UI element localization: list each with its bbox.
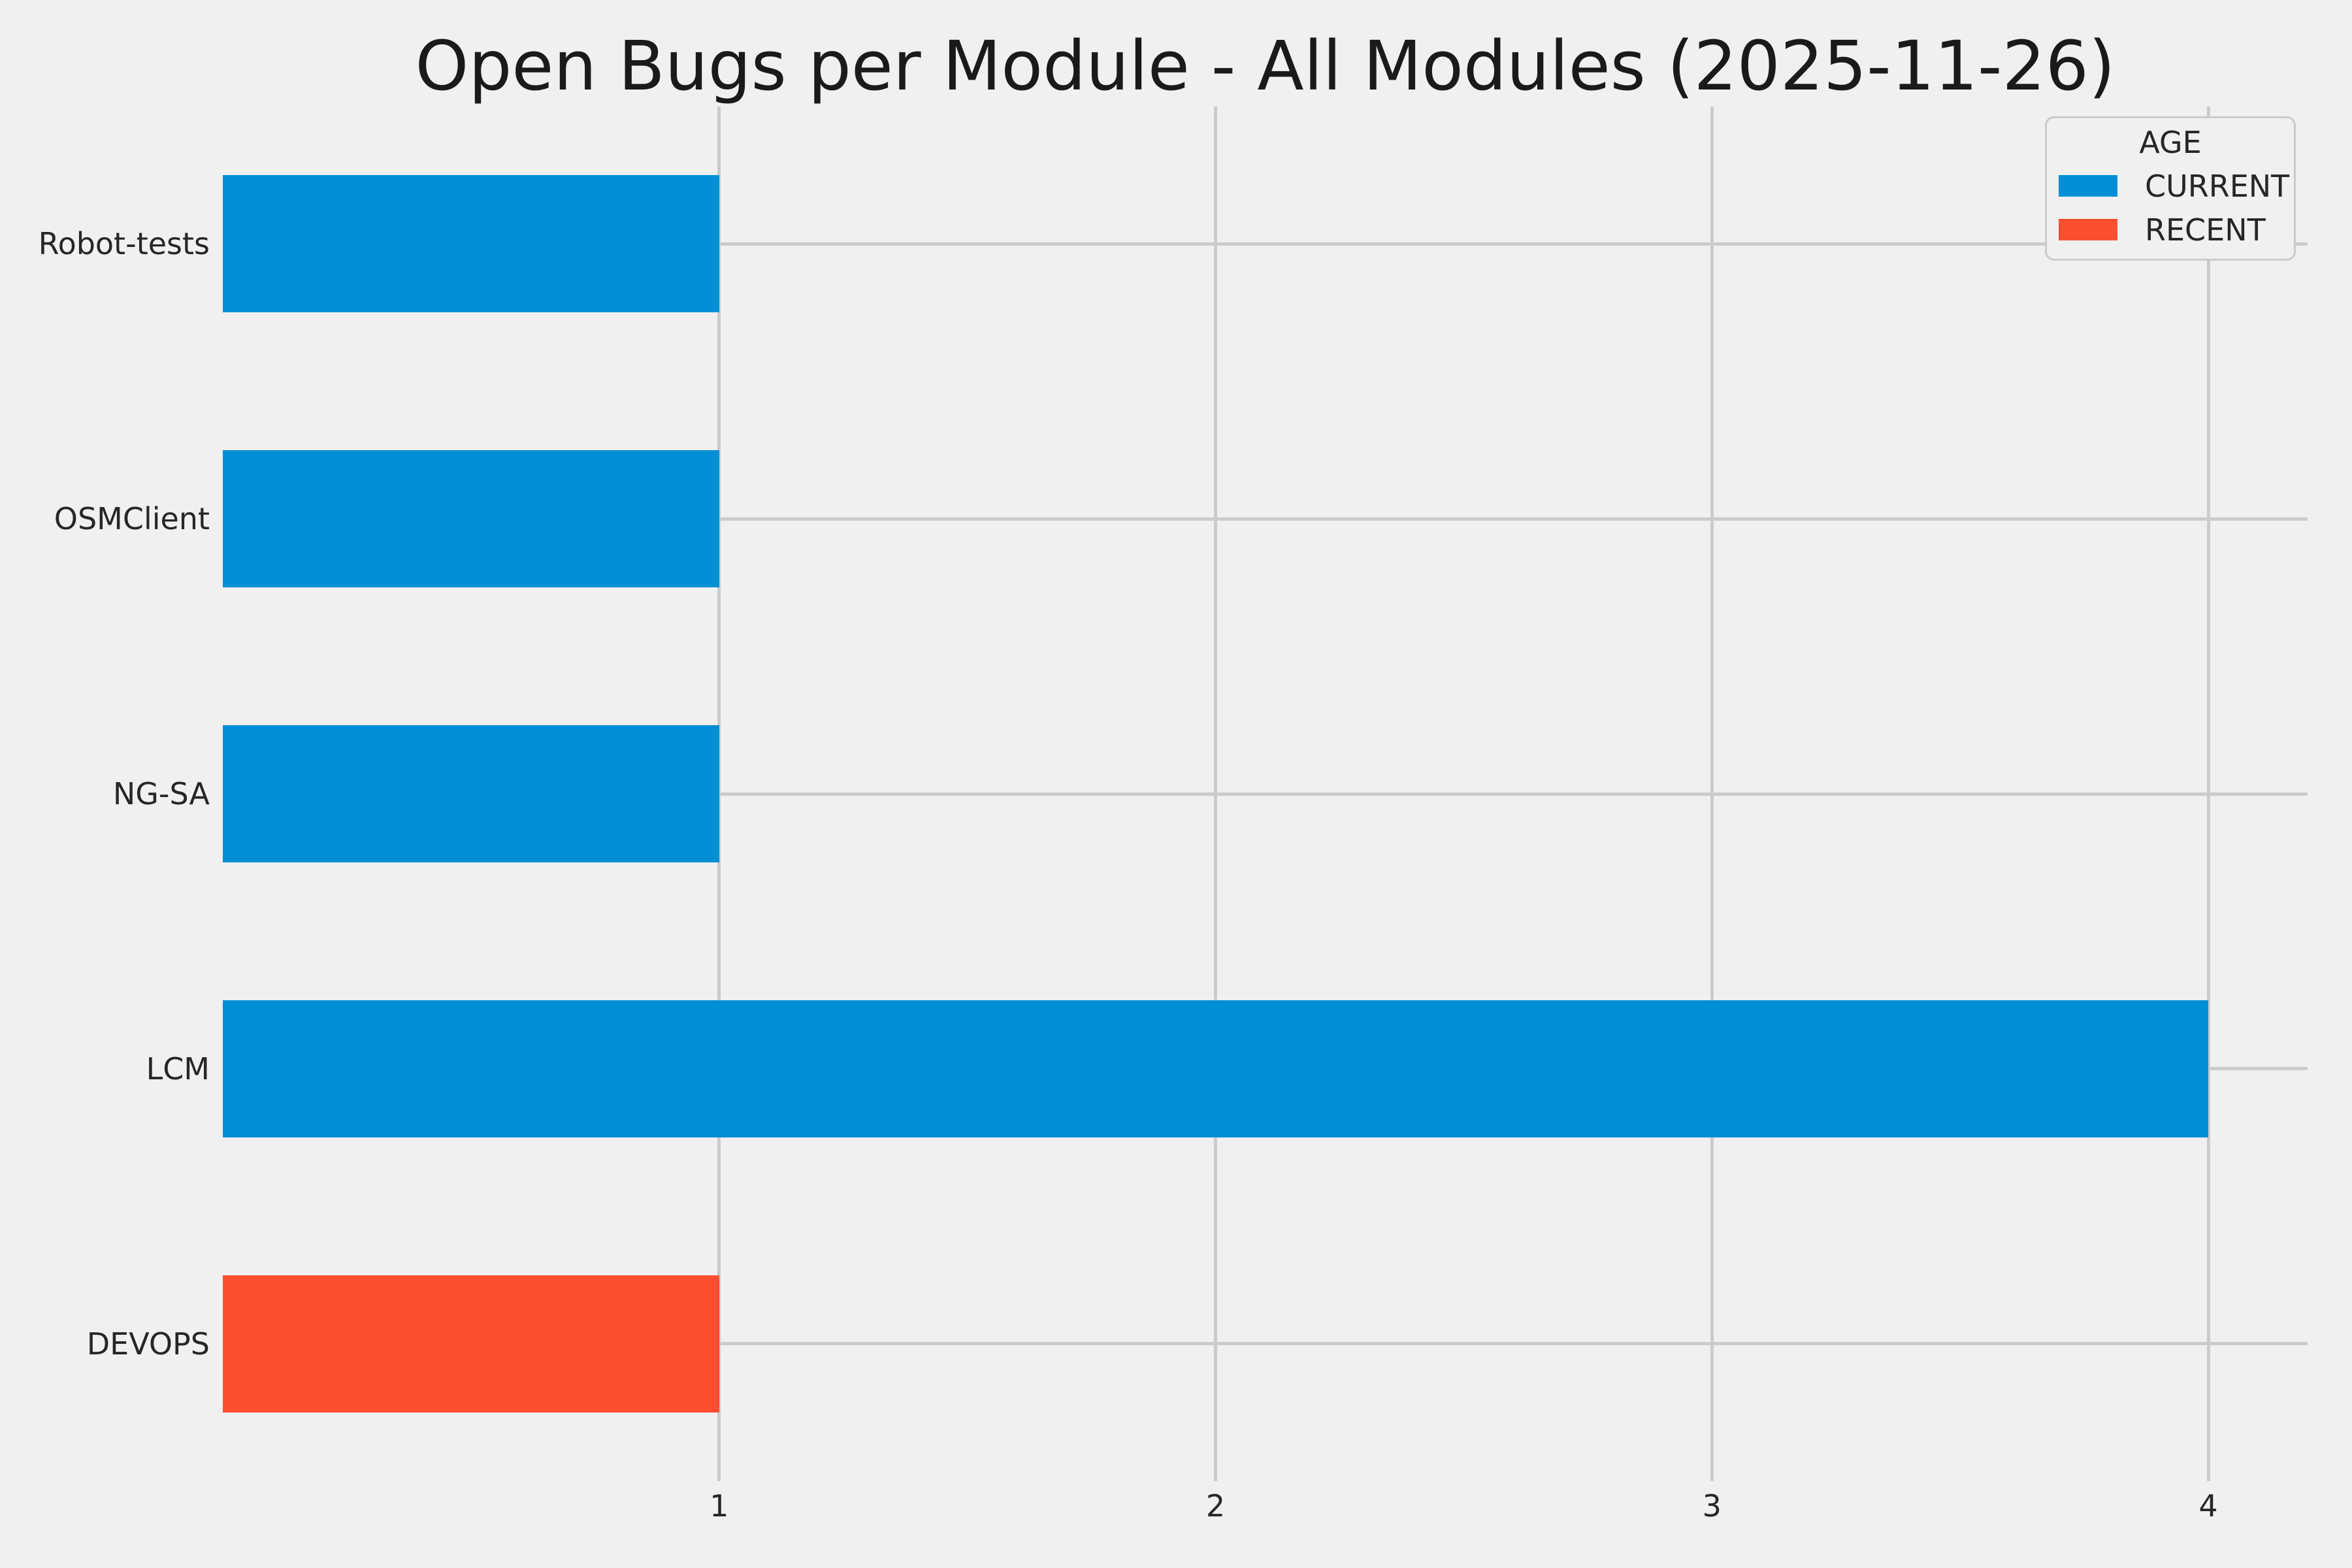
legend-entries: CURRENT RECENT bbox=[2047, 164, 2294, 252]
legend: AGE CURRENT RECENT bbox=[2045, 116, 2296, 261]
chart-title: Open Bugs per Module - All Modules (2025… bbox=[415, 26, 2115, 106]
bar-devops bbox=[223, 1275, 719, 1413]
y-tick-label: LCM bbox=[146, 1051, 210, 1086]
v-gridline bbox=[1214, 106, 1218, 1481]
h-gridline bbox=[223, 517, 2308, 521]
legend-entry-label: RECENT bbox=[2145, 212, 2266, 248]
legend-title: AGE bbox=[2139, 125, 2202, 160]
v-gridline bbox=[717, 106, 721, 1481]
legend-color-swatch bbox=[2059, 175, 2117, 197]
y-tick-label: DEVOPS bbox=[86, 1326, 210, 1362]
legend-color-swatch bbox=[2059, 219, 2117, 240]
y-tick-label: NG-SA bbox=[112, 776, 210, 811]
x-tick-label: 3 bbox=[1702, 1488, 1722, 1524]
legend-entry: RECENT bbox=[2047, 208, 2294, 252]
y-tick-label: Robot-tests bbox=[38, 226, 210, 262]
bar-robot-tests bbox=[223, 175, 719, 313]
x-tick-label: 1 bbox=[710, 1488, 729, 1524]
h-gridline bbox=[223, 792, 2308, 796]
h-gridline bbox=[223, 242, 2308, 246]
h-gridline bbox=[223, 1342, 2308, 1346]
x-tick-label: 2 bbox=[1205, 1488, 1226, 1524]
bar-ng-sa bbox=[223, 725, 719, 862]
legend-entry-label: CURRENT bbox=[2145, 168, 2290, 204]
legend-entry: CURRENT bbox=[2047, 164, 2294, 208]
x-tick-label: 4 bbox=[2198, 1488, 2218, 1524]
v-gridline bbox=[1710, 106, 1714, 1481]
bar-lcm bbox=[223, 1000, 2209, 1137]
bar-osmclient bbox=[223, 450, 719, 588]
v-gridline bbox=[2206, 106, 2210, 1481]
y-tick-label: OSMClient bbox=[54, 501, 210, 537]
